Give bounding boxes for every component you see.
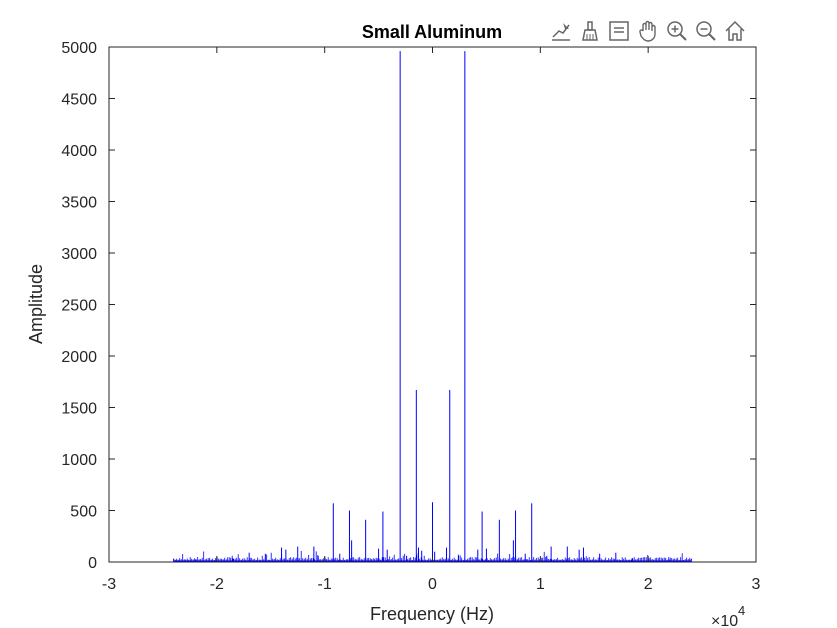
data-tips-button[interactable] xyxy=(547,17,575,45)
y-tick-label: 0 xyxy=(88,555,97,572)
x-tick-label: 0 xyxy=(428,576,437,593)
y-tick-label: 1000 xyxy=(61,452,97,469)
x-tick-label: 3 xyxy=(752,576,761,593)
legend-button[interactable] xyxy=(605,17,633,45)
pan-icon xyxy=(639,20,656,42)
x-multiplier-exponent: 4 xyxy=(738,603,745,618)
zoom-out-button[interactable] xyxy=(692,17,720,45)
y-tick-label: 1500 xyxy=(61,401,97,418)
y-tick-label: 4500 xyxy=(61,92,97,109)
home-icon xyxy=(725,20,745,41)
series-layer xyxy=(173,51,692,562)
x-tick-label: 2 xyxy=(644,576,653,593)
y-axis-label: Amplitude xyxy=(26,264,46,344)
x-axis-label: Frequency (Hz) xyxy=(370,604,494,624)
plot-background xyxy=(109,47,756,562)
x-tick-label: -1 xyxy=(318,576,332,593)
y-tick-label: 2500 xyxy=(61,298,97,315)
x-axis: -3 -2 -1 0 1 2 3 xyxy=(102,47,761,593)
y-tick-label: 3000 xyxy=(61,246,97,263)
y-tick-label: 3500 xyxy=(61,195,97,212)
home-button[interactable] xyxy=(721,17,749,45)
zoom-in-button[interactable] xyxy=(663,17,691,45)
brush-button[interactable] xyxy=(576,17,604,45)
y-tick-label: 4000 xyxy=(61,143,97,160)
y-tick-label: 5000 xyxy=(61,40,97,57)
plot-area xyxy=(109,47,756,562)
y-tick-label: 500 xyxy=(70,504,97,521)
y-axis: 0 500 1000 1500 2000 2500 3000 3500 4000 4500 5000 xyxy=(61,40,756,572)
legend-icon xyxy=(609,21,629,41)
pan-button[interactable] xyxy=(634,17,662,45)
x-tick-label: -2 xyxy=(210,576,224,593)
x-multiplier: ×10 4 xyxy=(711,603,745,628)
x-multiplier-base: ×10 xyxy=(711,613,738,628)
zoom-out-icon xyxy=(696,21,716,41)
chart-title: Small Aluminum xyxy=(362,22,502,42)
axes-toolbar xyxy=(547,16,749,46)
x-tick-label: 1 xyxy=(536,576,545,593)
x-tick-label: -3 xyxy=(102,576,116,593)
zoom-in-icon xyxy=(667,21,687,41)
brush-icon xyxy=(582,21,598,41)
data-tips-icon xyxy=(552,23,570,41)
y-tick-label: 2000 xyxy=(61,349,97,366)
